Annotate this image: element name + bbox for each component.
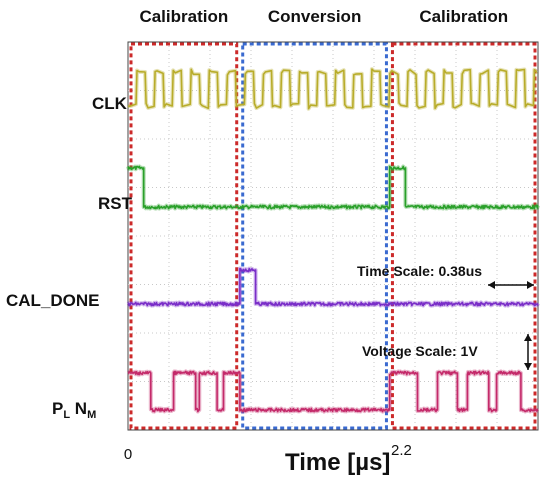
signal-label-clk: CLK xyxy=(92,94,128,113)
signal-labels: CLK RST CAL_DONE PL NM xyxy=(6,94,133,421)
phase-label-1: Conversion xyxy=(268,7,362,26)
trace-2 xyxy=(127,267,539,307)
signal-label-n: N xyxy=(70,399,87,418)
phase-label-2: Calibration xyxy=(419,7,508,26)
time-scale-annotation: Time Scale: 0.38us xyxy=(357,263,482,279)
time-scale-arrow xyxy=(488,281,534,289)
signal-label-sub-m: M xyxy=(87,409,96,421)
signal-label-sub-l: L xyxy=(63,409,70,421)
phase-box-1 xyxy=(241,42,388,430)
phase-boxes xyxy=(129,42,537,430)
phase-labels: Calibration Conversion Calibration xyxy=(139,7,508,26)
voltage-scale-annotation: Voltage Scale: 1V xyxy=(362,343,478,359)
signal-label-cal-done: CAL_DONE xyxy=(6,291,100,310)
phase-box-0 xyxy=(129,42,239,430)
signal-label-rst: RST xyxy=(98,194,133,213)
voltage-scale-arrow xyxy=(524,334,532,370)
signal-label-p: P xyxy=(52,399,63,418)
trace-1 xyxy=(127,165,539,210)
x-axis-title: Time [µs] xyxy=(285,449,390,476)
x-tick-label-2-2: 2.2 xyxy=(391,442,412,459)
trace-0 xyxy=(127,68,538,110)
trace-3 xyxy=(127,370,539,413)
grid xyxy=(128,42,538,430)
signal-label-pl-nm: PL NM xyxy=(52,399,96,421)
phase-box-2 xyxy=(390,42,537,430)
x-tick-label-0: 0 xyxy=(124,446,132,463)
traces xyxy=(126,67,540,414)
phase-label-0: Calibration xyxy=(139,7,228,26)
